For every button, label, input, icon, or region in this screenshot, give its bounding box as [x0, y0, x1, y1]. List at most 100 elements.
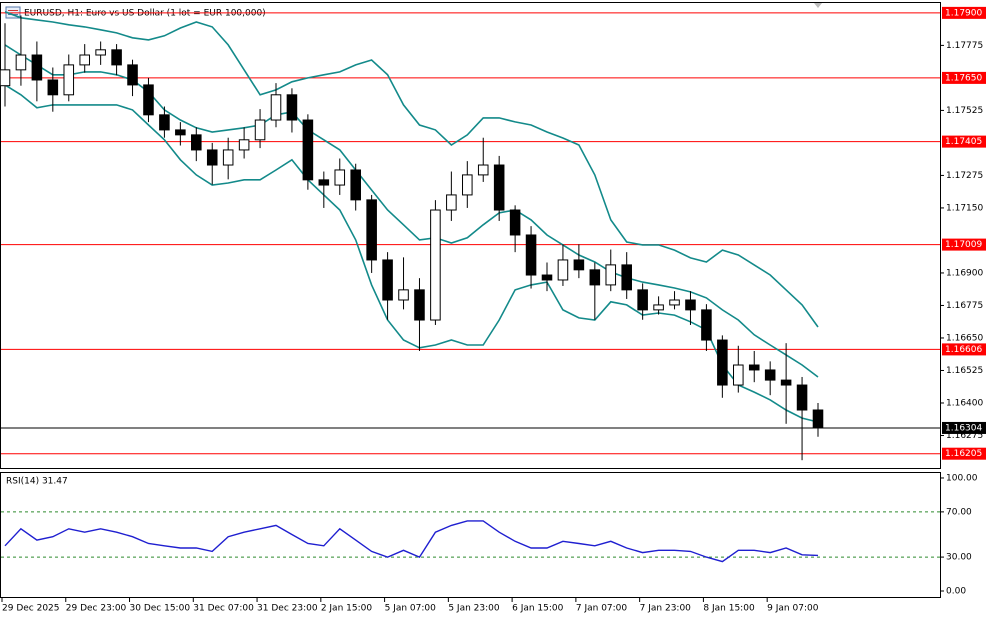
y-tick-label: 1.17275	[946, 171, 983, 181]
level-label: 1.17900	[945, 8, 982, 18]
candle-body	[796, 384, 808, 411]
last-price-label: 1.16304	[945, 423, 982, 433]
bollinger-middle	[4, 44, 819, 378]
candle-body	[701, 309, 712, 341]
candle-body	[764, 369, 776, 381]
candle-body	[477, 164, 489, 176]
candle-body	[430, 209, 441, 321]
candle-body	[733, 364, 744, 386]
x-tick-label: 31 Dec 23:00	[257, 604, 318, 614]
candle-body	[748, 364, 760, 371]
candle-body	[462, 174, 473, 196]
candle-body	[238, 139, 250, 151]
candle-body	[286, 94, 298, 121]
x-tick-label: 5 Jan 23:00	[448, 604, 500, 614]
candle-body	[270, 94, 282, 121]
candle-body	[493, 164, 505, 211]
candle-body	[31, 54, 43, 81]
rsi-title: RSI(14) 31.47	[6, 477, 68, 487]
candle-body	[47, 79, 59, 96]
level-label: 1.17650	[945, 73, 982, 83]
level-label: 1.16606	[945, 345, 982, 355]
y-tick-label: 1.16775	[946, 301, 983, 311]
candle-body	[159, 114, 170, 131]
candle-body	[95, 49, 106, 56]
price-panel	[0, 2, 941, 469]
rsi-y-tick-label: 30.00	[946, 553, 972, 563]
candle-body	[573, 259, 585, 271]
rsi-y-tick-label: 70.00	[946, 507, 972, 517]
candle-body	[398, 289, 409, 301]
x-tick-label: 5 Jan 07:00	[385, 604, 437, 614]
candle-body	[127, 64, 138, 86]
candle-body	[191, 134, 202, 151]
level-label-box	[942, 135, 986, 148]
level-label-box	[942, 447, 986, 460]
level-label-box	[942, 343, 986, 356]
x-tick-label: 30 Dec 15:00	[130, 604, 191, 614]
candle-body	[541, 274, 553, 281]
x-tick-label: 7 Jan 07:00	[576, 604, 628, 614]
candle-body	[63, 64, 75, 96]
y-tick-label: 1.16400	[946, 398, 983, 408]
candle-body	[175, 129, 186, 136]
candle-body	[812, 409, 824, 429]
candle-body	[780, 379, 792, 386]
candle-body	[15, 54, 27, 71]
x-tick-label: 8 Jan 15:00	[703, 604, 755, 614]
level-label-box	[942, 71, 986, 84]
x-tick-label: 2 Jan 15:00	[321, 604, 373, 614]
level-label: 1.17405	[945, 137, 982, 147]
candle-body	[222, 149, 234, 166]
candle-body	[669, 299, 680, 306]
candle-body	[334, 169, 346, 186]
candle-body	[414, 289, 425, 321]
candle-body	[318, 179, 330, 186]
level-label-box	[942, 238, 986, 251]
candle-body	[685, 299, 696, 311]
level-label: 1.16205	[945, 449, 982, 459]
candle-body	[621, 264, 632, 291]
candle-body	[206, 149, 218, 166]
candle-body	[557, 259, 569, 281]
level-label-box	[942, 6, 986, 19]
rsi-y-tick-label: 0.00	[946, 586, 966, 596]
candle-body	[111, 49, 122, 66]
candle-body	[302, 119, 314, 181]
candle-body	[350, 169, 361, 201]
candle-body	[653, 304, 664, 311]
candle-body	[0, 69, 11, 87]
rsi-y-tick-label: 100.00	[946, 473, 978, 483]
x-tick-label: 29 Dec 2025	[2, 604, 60, 614]
level-label: 1.17009	[945, 240, 982, 250]
candle-body	[525, 234, 537, 276]
shift-marker	[814, 3, 822, 8]
last-price-box	[942, 421, 986, 434]
y-tick-label: 1.16525	[946, 366, 983, 376]
candle-body	[382, 259, 393, 301]
y-tick-label: 1.16650	[946, 333, 983, 343]
candle-body	[79, 54, 90, 66]
y-tick-label: 1.17525	[946, 106, 983, 116]
chart-title: EURUSD, H1: Euro vs US Dollar (1 lot = E…	[24, 9, 266, 19]
x-tick-label: 9 Jan 07:00	[767, 604, 819, 614]
y-tick-label: 1.16900	[946, 268, 983, 278]
candle-body	[717, 339, 728, 386]
rsi-panel	[0, 472, 941, 598]
candle-body	[366, 199, 377, 261]
candle-body	[589, 269, 601, 286]
x-tick-label: 7 Jan 23:00	[640, 604, 692, 614]
y-tick-label: 1.16275	[946, 431, 983, 441]
bollinger-lower	[4, 84, 819, 423]
candle-body	[143, 84, 154, 116]
x-tick-label: 6 Jan 15:00	[512, 604, 564, 614]
candle-body	[446, 194, 457, 211]
y-tick-label: 1.17150	[946, 203, 983, 213]
candle-body	[509, 209, 521, 236]
candle-body	[254, 119, 266, 141]
bollinger-upper	[4, 11, 819, 328]
candle-body	[605, 264, 617, 286]
x-tick-label: 29 Dec 23:00	[66, 604, 127, 614]
